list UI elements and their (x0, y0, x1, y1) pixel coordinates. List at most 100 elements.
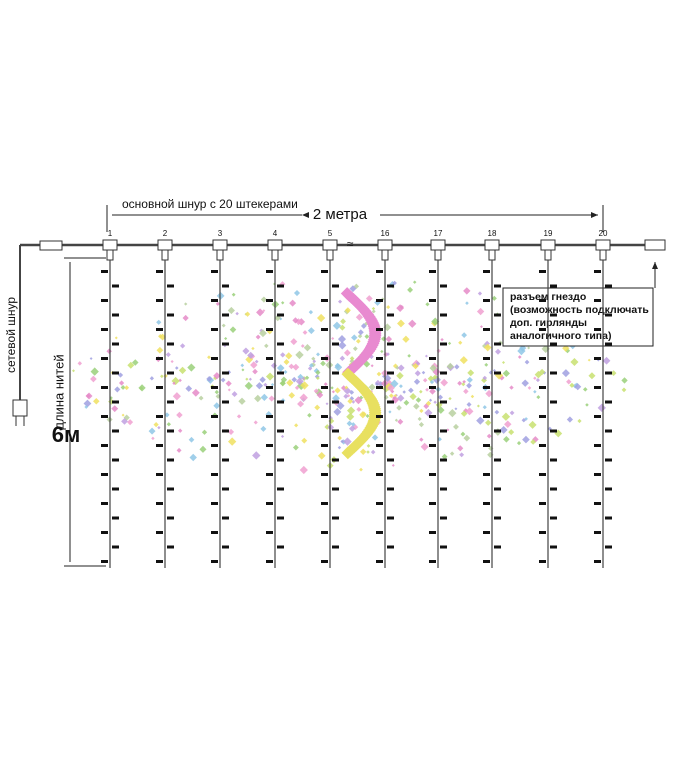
color-dot (446, 428, 450, 432)
power-cord-label: сетевой шнур (4, 297, 18, 373)
color-dot (343, 393, 349, 399)
callout-box (502, 287, 654, 347)
led (594, 473, 601, 476)
led (101, 560, 108, 563)
color-dot (485, 419, 492, 426)
color-dot (521, 418, 527, 423)
color-dot (566, 416, 573, 423)
color-dot (466, 382, 472, 389)
color-dot (280, 434, 285, 439)
color-dot (484, 362, 489, 367)
led (550, 371, 557, 375)
color-dot (171, 376, 180, 386)
color-dot (503, 435, 510, 443)
color-dot (89, 357, 93, 360)
color-dot (425, 302, 430, 307)
color-dot (413, 378, 421, 385)
color-dot (463, 287, 471, 295)
tee-connector (484, 239, 500, 251)
color-dot (403, 399, 410, 406)
color-dot (247, 351, 255, 359)
led (539, 357, 546, 360)
led (387, 487, 394, 491)
color-dot (242, 347, 250, 355)
color-dot (388, 393, 394, 399)
color-dot (286, 379, 294, 387)
led (376, 473, 383, 476)
led (277, 371, 284, 375)
led (494, 545, 501, 549)
color-dot (396, 304, 405, 312)
color-dot (303, 343, 312, 352)
color-dot (420, 442, 429, 451)
led (222, 284, 229, 288)
color-dot (343, 387, 352, 395)
strand-plug (106, 249, 114, 261)
led (321, 444, 328, 447)
led (222, 487, 229, 491)
color-dot (213, 372, 221, 380)
led (483, 560, 490, 563)
color-dot (359, 448, 367, 455)
color-dot (461, 382, 466, 387)
color-dot (259, 376, 266, 383)
color-dot (189, 453, 197, 462)
color-dot (248, 377, 252, 381)
led (387, 284, 394, 288)
led (101, 531, 108, 534)
color-dot (260, 296, 268, 303)
color-dot (174, 366, 179, 370)
color-dot (90, 375, 97, 383)
color-dot (458, 340, 463, 345)
color-dot (364, 334, 370, 339)
led (429, 357, 436, 360)
color-dot (467, 369, 475, 377)
led (156, 328, 163, 331)
color-dot (227, 306, 235, 315)
color-dot (343, 437, 352, 446)
color-dot (396, 371, 404, 380)
color-dot (508, 429, 515, 436)
color-dot (366, 443, 371, 448)
color-dot (235, 311, 239, 316)
color-dot (338, 299, 343, 304)
color-dot (260, 425, 267, 432)
color-dot (299, 393, 308, 402)
color-dot (476, 404, 480, 408)
led (594, 328, 601, 331)
color-dot (466, 402, 472, 407)
color-dot (90, 367, 99, 376)
color-dot (376, 371, 382, 377)
led (594, 386, 601, 389)
color-dot (153, 422, 159, 428)
plug-number: 3 (218, 229, 223, 238)
color-dot (340, 439, 345, 444)
color-dot (429, 364, 437, 372)
led (222, 516, 229, 520)
led (539, 270, 546, 273)
plug-number: 17 (434, 229, 443, 238)
color-dot (317, 451, 326, 460)
color-dot (276, 364, 285, 372)
led (167, 342, 174, 346)
color-dot (408, 319, 417, 328)
color-dot (240, 363, 245, 368)
color-dot (138, 384, 146, 392)
color-dot (408, 387, 414, 394)
color-dot (156, 346, 164, 354)
color-dot (231, 292, 236, 297)
led (376, 560, 383, 563)
color-dot (124, 385, 130, 391)
color-dot (191, 388, 200, 397)
color-dot (424, 354, 428, 358)
color-dot (253, 420, 258, 425)
color-dot (157, 425, 161, 430)
led (429, 560, 436, 563)
color-dot (185, 385, 193, 392)
led (550, 545, 557, 549)
color-dot (207, 355, 211, 360)
color-dot (198, 395, 204, 401)
led (494, 487, 501, 491)
led (101, 328, 108, 331)
color-dot (457, 445, 464, 452)
